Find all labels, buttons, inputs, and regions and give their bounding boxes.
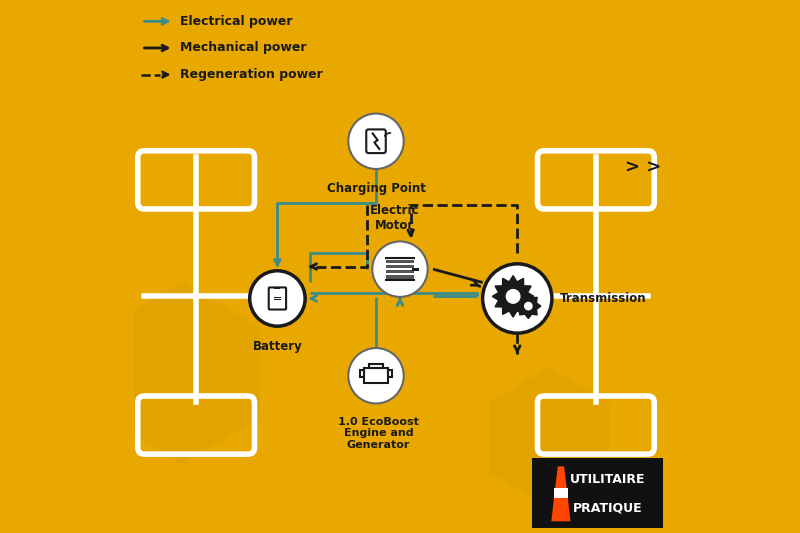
Polygon shape xyxy=(516,294,541,319)
Text: 1.0 EcoBoost
Engine and
Generator: 1.0 EcoBoost Engine and Generator xyxy=(338,417,419,450)
Circle shape xyxy=(482,264,552,333)
Text: UTILITAIRE: UTILITAIRE xyxy=(570,473,646,486)
Bar xyxy=(554,488,568,498)
Text: Battery: Battery xyxy=(253,340,302,352)
Bar xyxy=(389,370,392,377)
Text: Transmission: Transmission xyxy=(560,292,646,305)
Text: Electrical power: Electrical power xyxy=(180,15,292,28)
Text: Electric
Motor: Electric Motor xyxy=(370,204,419,232)
Bar xyxy=(274,287,281,288)
Circle shape xyxy=(372,241,428,297)
Polygon shape xyxy=(103,282,260,464)
Text: Charging Point: Charging Point xyxy=(326,182,426,195)
Bar xyxy=(532,458,662,528)
Circle shape xyxy=(506,289,521,304)
Bar xyxy=(369,365,383,368)
Text: PRATIQUE: PRATIQUE xyxy=(573,502,642,515)
Circle shape xyxy=(348,348,404,403)
Text: > >: > > xyxy=(625,158,661,176)
Text: Mechanical power: Mechanical power xyxy=(180,42,306,54)
Bar xyxy=(413,268,419,271)
Circle shape xyxy=(524,302,533,310)
FancyBboxPatch shape xyxy=(274,299,282,300)
Polygon shape xyxy=(551,466,570,521)
Bar xyxy=(386,265,414,268)
Polygon shape xyxy=(490,368,610,506)
Bar xyxy=(386,270,414,273)
Bar xyxy=(386,260,414,263)
Circle shape xyxy=(348,114,404,169)
FancyBboxPatch shape xyxy=(274,297,282,298)
Bar xyxy=(386,275,414,279)
Polygon shape xyxy=(492,276,534,317)
Circle shape xyxy=(250,271,305,326)
Text: Regeneration power: Regeneration power xyxy=(180,68,322,81)
Bar xyxy=(360,370,363,377)
